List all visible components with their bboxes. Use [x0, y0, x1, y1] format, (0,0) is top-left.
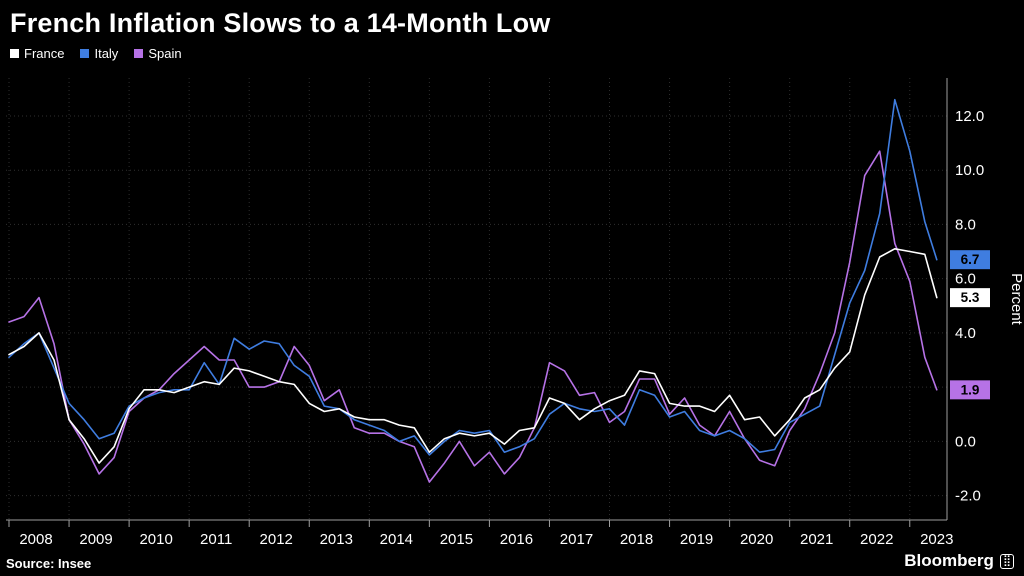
- x-tick-label: 2012: [260, 531, 293, 548]
- legend-item-france: France: [10, 46, 64, 61]
- legend-item-spain: Spain: [134, 46, 182, 61]
- italy-end-badge-label: 6.7: [961, 252, 980, 267]
- y-axis-label: Percent: [1008, 273, 1024, 326]
- france-end-badge-label: 5.3: [961, 290, 980, 305]
- axes: [6, 78, 948, 527]
- spain-swatch-icon: [134, 49, 144, 58]
- x-tick-label: 2022: [860, 531, 893, 548]
- y-tick-label: -2.0: [955, 488, 981, 505]
- x-tick-label: 2018: [620, 531, 653, 548]
- chart-header: French Inflation Slows to a 14-Month Low…: [0, 0, 1024, 61]
- x-tick-label: 2015: [440, 531, 473, 548]
- france-end-badge: [950, 288, 990, 308]
- legend-label-italy: Italy: [94, 46, 119, 61]
- spain-end-badge-label: 1.9: [961, 382, 980, 397]
- y-tick-label: 10.0: [955, 162, 984, 179]
- axis-labels: -2.00.02.04.06.08.010.012.02008200920102…: [19, 108, 984, 548]
- chart-footer: Source: Insee Bloomberg ⣿: [0, 551, 1024, 576]
- x-tick-label: 2021: [800, 531, 833, 548]
- x-tick-label: 2008: [19, 531, 52, 548]
- x-tick-label: 2014: [380, 531, 413, 548]
- legend: France Italy Spain: [10, 46, 1010, 61]
- legend-label-spain: Spain: [148, 46, 182, 61]
- x-tick-label: 2011: [200, 531, 232, 548]
- x-tick-label: 2010: [139, 531, 172, 548]
- x-tick-label: 2019: [680, 531, 713, 548]
- italy-swatch-icon: [80, 49, 90, 58]
- italy-end-badge: [950, 250, 990, 270]
- y-tick-label: 0.0: [955, 433, 976, 450]
- source-label: Source: Insee: [6, 556, 92, 571]
- italy-line: [8, 98, 938, 456]
- x-tick-label: 2020: [740, 531, 773, 548]
- chart-title: French Inflation Slows to a 14-Month Low: [10, 8, 551, 38]
- y-tick-label: 12.0: [955, 108, 984, 125]
- y-tick-label: 6.0: [955, 271, 976, 288]
- bloomberg-wordmark: Bloomberg: [904, 551, 994, 570]
- x-tick-label: 2009: [79, 531, 112, 548]
- x-tick-label: 2017: [560, 531, 593, 548]
- inflation-line-chart: -2.00.02.04.06.08.010.012.02008200920102…: [6, 78, 1024, 548]
- x-tick-label: 2013: [320, 531, 353, 548]
- x-tick-label: 2016: [500, 531, 533, 548]
- spain-line: [8, 150, 938, 483]
- legend-label-france: France: [24, 46, 65, 61]
- legend-item-italy: Italy: [80, 46, 118, 61]
- spain-end-badge: [950, 380, 990, 400]
- france-swatch-icon: [10, 49, 19, 58]
- gridlines: [6, 78, 947, 520]
- y-tick-label: 4.0: [955, 325, 976, 342]
- x-tick-label: 2023: [920, 531, 953, 548]
- y-tick-label: 8.0: [955, 216, 976, 233]
- bloomberg-logo: Bloomberg ⣿: [904, 551, 1014, 571]
- bloomberg-logo-icon: ⣿: [999, 553, 1014, 569]
- france-line: [8, 248, 938, 464]
